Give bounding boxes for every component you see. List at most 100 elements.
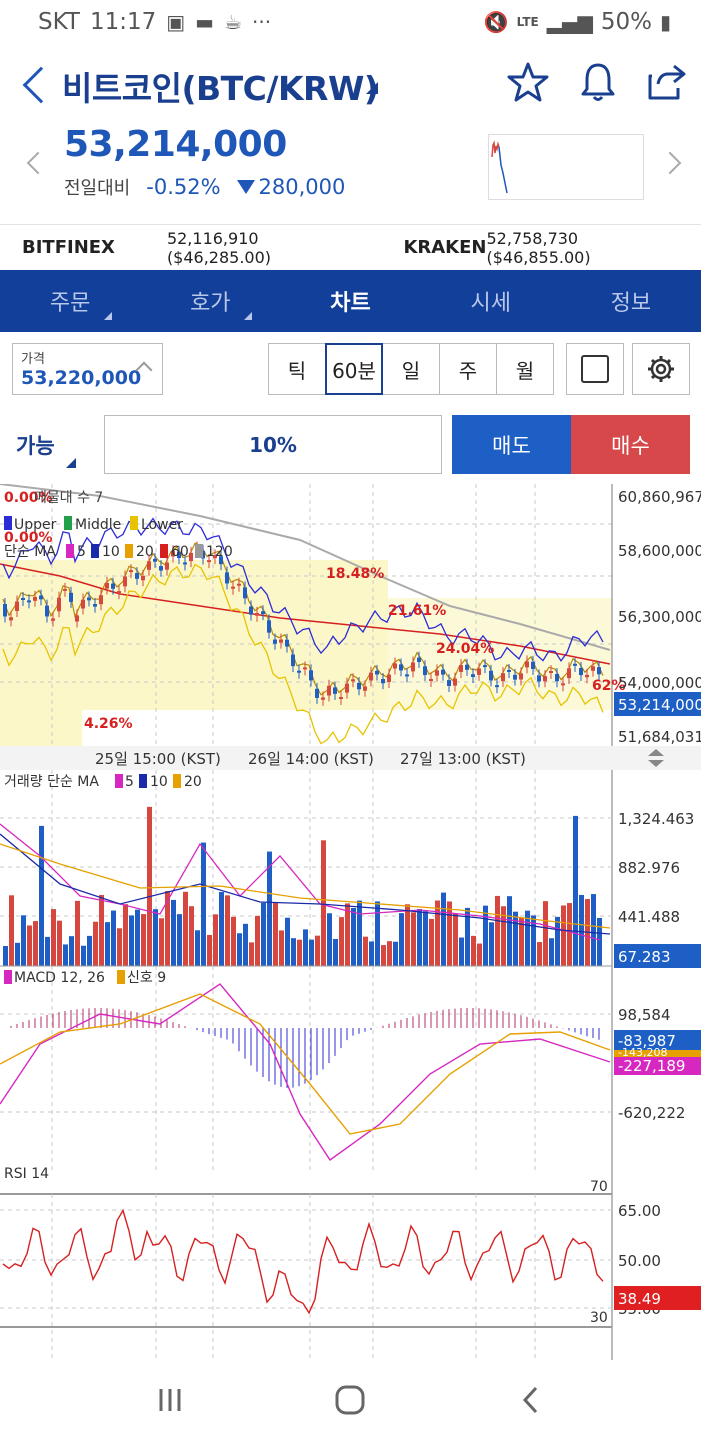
interval-tick[interactable]: 틱: [268, 343, 326, 395]
volume-legend: 거래량 단순 MA 5 10 20: [4, 774, 202, 790]
exchange-value: 52,758,730 ($46,855.00): [486, 228, 591, 267]
buy-button[interactable]: 매수: [571, 415, 690, 474]
volume-bar: [81, 945, 86, 966]
chart-svg[interactable]: 0.00% 매물대 수 7 0.00% Upper Middle Lower 단…: [0, 484, 701, 1360]
chart-area[interactable]: 0.00% 매물대 수 7 0.00% Upper Middle Lower 단…: [0, 484, 701, 1360]
volume-bar: [75, 900, 80, 966]
interval-day[interactable]: 일: [382, 343, 440, 395]
signal-icon: ▂▄▆: [546, 10, 593, 34]
interval-week[interactable]: 주: [439, 343, 497, 395]
tab-orderbook[interactable]: 호가: [140, 270, 280, 332]
volume-bar: [549, 938, 554, 966]
vp-label: 24.04%: [436, 641, 494, 657]
vol-ma-10: 10: [150, 774, 168, 790]
interval-selector: 틱 60분 일 주 월: [268, 343, 554, 395]
rsi-current-tag: [614, 1286, 701, 1310]
volume-bar: [345, 903, 350, 966]
home-icon: [335, 1385, 365, 1415]
macd-signal-label: 신호 9: [127, 970, 166, 986]
candle-body: [369, 672, 373, 681]
volume-bar: [261, 902, 266, 966]
volume-bar: [3, 946, 8, 966]
candle-body: [87, 597, 91, 601]
exchange-value: 52,116,910 ($46,285.00): [166, 228, 272, 267]
vp-label: 21.61%: [388, 603, 446, 619]
interval-month[interactable]: 월: [496, 343, 554, 395]
volume-bar: [591, 894, 596, 966]
bell-icon[interactable]: [576, 60, 620, 104]
tab-order[interactable]: 주문: [0, 270, 140, 332]
rsi-panel: RSI 14 70 30 65.00 50.00 35.00 38.49: [0, 1166, 701, 1360]
recent-apps-button[interactable]: [140, 1370, 200, 1430]
volume-bar: [351, 908, 356, 966]
candle-body: [345, 683, 349, 693]
ratio-selector[interactable]: 10%: [104, 415, 442, 474]
candle-body: [213, 555, 217, 559]
share-icon[interactable]: [644, 60, 688, 104]
volume-title: 거래량 단순 MA: [4, 774, 99, 790]
back-icon[interactable]: [22, 66, 60, 104]
volume-bar: [423, 911, 428, 966]
y-tick: 51,684,031: [618, 728, 701, 746]
volume-bar: [45, 936, 50, 966]
candle-body: [39, 595, 43, 600]
vol-ma-20: 20: [184, 774, 202, 790]
candle-body: [465, 664, 469, 670]
candle-body: [453, 678, 457, 686]
available-dropdown[interactable]: 가능: [16, 434, 55, 458]
candle-body: [477, 668, 481, 675]
candle-body: [375, 670, 379, 675]
price-selector[interactable]: 가격 53,220,000: [12, 343, 163, 395]
expand-down-icon[interactable]: [648, 760, 664, 767]
volume-bar: [483, 905, 488, 966]
volume-bar: [429, 918, 434, 966]
candle-body: [333, 687, 337, 694]
interval-60min[interactable]: 60분: [325, 343, 383, 395]
y-tick: 65.00: [618, 1202, 661, 1220]
candle-body: [231, 586, 235, 589]
volume-bar: [9, 895, 14, 966]
volume-bar: [111, 910, 116, 966]
volume-ma-5-line: [0, 823, 601, 941]
macd-hist-tag: [614, 1057, 701, 1075]
volume-bar: [147, 806, 152, 966]
volume-bar: [279, 930, 284, 966]
y-tick: -620,222: [618, 1104, 685, 1122]
tab-info[interactable]: 정보: [561, 270, 701, 332]
candle-body: [579, 667, 583, 676]
back-button[interactable]: [501, 1370, 561, 1430]
home-button[interactable]: [320, 1370, 380, 1430]
sell-button[interactable]: 매도: [452, 415, 571, 474]
volume-bar: [105, 922, 110, 966]
candle-body: [141, 575, 145, 581]
page-title[interactable]: 비트코인(BTC/KRW): [62, 69, 379, 108]
title-dropdown-icon[interactable]: [366, 82, 378, 94]
fullscreen-button[interactable]: [566, 343, 624, 395]
star-icon[interactable]: [506, 60, 550, 104]
price-change: 전일대비 -0.52% 280,000: [64, 174, 345, 200]
tab-chart[interactable]: 차트: [280, 270, 420, 332]
volume-bar: [441, 892, 446, 966]
expand-up-icon[interactable]: [648, 749, 664, 756]
candle-body: [297, 670, 301, 673]
candle-body: [447, 680, 451, 686]
exchange-name: KRAKEN: [403, 237, 487, 258]
x-tick: 26일 14:00 (KST): [248, 750, 374, 768]
next-coin-icon[interactable]: [658, 151, 682, 175]
volume-ma-20-line: [0, 843, 611, 929]
volume-bar: [417, 909, 422, 966]
volume-bar: [135, 909, 140, 966]
candle-body: [501, 673, 505, 682]
volume-y-axis: 1,324.463 882.976 441.488: [618, 810, 694, 926]
settings-button[interactable]: [632, 343, 690, 395]
price-selector-label: 가격: [21, 352, 45, 367]
tab-market[interactable]: 시세: [421, 270, 561, 332]
mini-chart-line: [491, 140, 508, 194]
prev-coin-icon[interactable]: [26, 151, 50, 175]
volume-bar: [375, 901, 380, 966]
gear-icon: [648, 356, 674, 382]
candle-body: [147, 561, 151, 570]
volume-bar: [465, 907, 470, 966]
candle-body: [495, 685, 499, 688]
clock: 11:17: [89, 9, 157, 35]
